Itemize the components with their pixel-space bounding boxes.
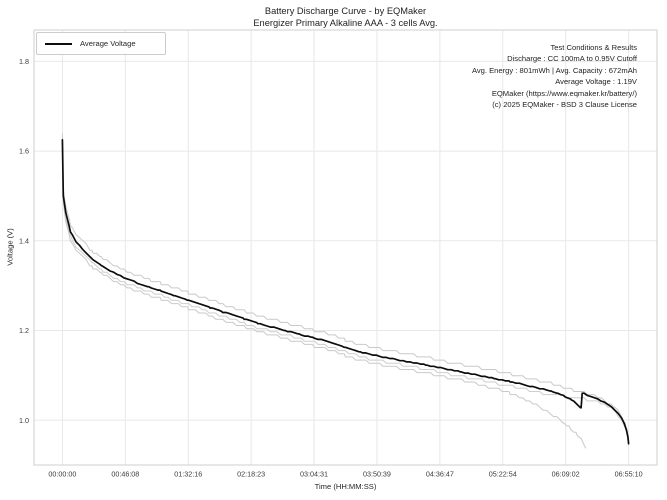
x-tick-label: 01:32:16 (174, 470, 202, 479)
series-cell-1 (61, 133, 630, 443)
info-line-license: (c) 2025 EQMaker - BSD 3 Clause License (492, 100, 637, 110)
x-tick-label: 00:46:08 (111, 470, 139, 479)
info-line-energy-capacity: Avg. Energy : 801mWh | Avg. Capacity : 6… (471, 65, 637, 75)
y-axis-label: Voltage (V) (5, 228, 15, 266)
series-cell-2 (61, 143, 629, 446)
series-cell-3 (61, 149, 587, 449)
y-tick-label: 1.0 (19, 416, 29, 425)
y-tick-label: 1.6 (19, 147, 29, 156)
series-average-voltage (61, 139, 630, 445)
x-tick-label: 04:36:47 (426, 470, 454, 479)
legend-label: Average Voltage (80, 39, 136, 48)
x-tick-label: 03:50:39 (363, 470, 391, 479)
x-tick-label: 00:00:00 (48, 470, 76, 479)
legend: Average Voltage (36, 32, 166, 55)
x-tick-label: 03:04:31 (300, 470, 328, 479)
y-tick-label: 1.4 (19, 236, 29, 245)
x-tick-label: 06:09:02 (552, 470, 580, 479)
plot-border (33, 29, 658, 466)
legend-line-swatch (45, 42, 72, 45)
x-tick-label: 02:18:23 (237, 470, 265, 479)
y-tick-label: 1.2 (19, 326, 29, 335)
y-tick-label: 1.8 (19, 57, 29, 66)
info-line-url: EQMaker (https://www.eqmaker.kr/battery/… (491, 88, 637, 98)
x-tick-label: 06:55:10 (615, 470, 643, 479)
x-tick-label: 05:22:54 (489, 470, 517, 479)
info-box: Test Conditions & Results Discharge : CC… (472, 42, 637, 110)
x-axis-label: Time (HH:MM:SS) (314, 482, 377, 491)
info-line-title: Test Conditions & Results (550, 43, 637, 52)
info-line-discharge: Discharge : CC 100mA to 0.95V Cutoff (507, 54, 637, 64)
chart-subtitle: Energizer Primary Alkaline AAA - 3 cells… (253, 18, 438, 28)
info-line-average-voltage: Average Voltage : 1.19V (555, 77, 637, 87)
chart-title: Battery Discharge Curve - by EQMaker (264, 6, 427, 16)
